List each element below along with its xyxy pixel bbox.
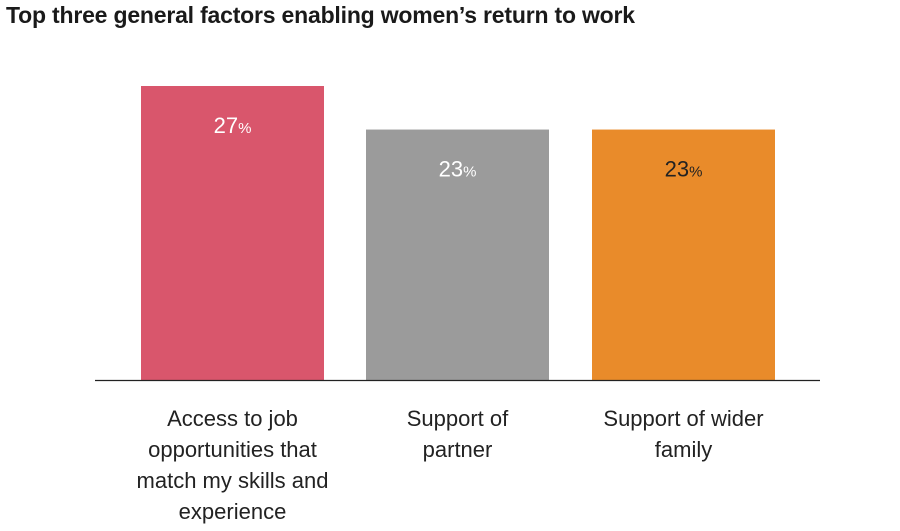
value-label-1: 27% [214,113,252,138]
chart-title: Top three general factors enabling women… [6,2,635,28]
category-label-2: Support of partner [338,403,578,465]
category-label-line: Support of [406,406,509,431]
value-label-2: 23% [439,157,477,182]
category-label-line: family [654,437,713,462]
bar-3 [592,129,775,380]
category-label-line: Support of wider [603,406,764,431]
category-label-line: Access to job [167,406,298,431]
category-label-line: experience [178,499,287,524]
category-label-3: Support of wider family [564,403,804,465]
value-label-3: 23% [665,157,703,182]
bar-2 [366,129,549,380]
category-label-line: opportunities that [148,437,317,462]
bar-1 [141,86,324,380]
category-label-1: Access to job opportunities that match my … [113,403,353,527]
category-label-line: partner [422,437,493,462]
category-label-line: match my skills and [136,468,329,493]
